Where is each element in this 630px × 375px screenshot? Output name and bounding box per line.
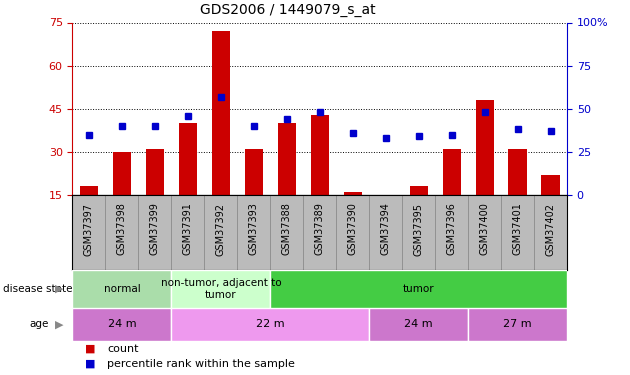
Text: 24 m: 24 m [404,320,433,329]
Text: ■: ■ [85,344,96,354]
Bar [278,123,296,195]
Bar [501,195,534,270]
Text: GSM37395: GSM37395 [414,202,423,255]
Text: GSM37399: GSM37399 [150,202,160,255]
Bar [238,195,270,270]
Bar [270,270,567,308]
Text: non-tumor, adjacent to
tumor: non-tumor, adjacent to tumor [161,278,281,300]
Text: disease state: disease state [3,284,72,294]
Bar [139,195,171,270]
Text: GSM37393: GSM37393 [249,202,259,255]
Text: GSM37388: GSM37388 [282,202,292,255]
Bar [72,270,171,308]
Text: 27 m: 27 m [503,320,532,329]
Text: GSM37390: GSM37390 [348,202,358,255]
Bar [476,100,494,195]
Bar [435,195,468,270]
Bar [343,192,362,195]
Bar [303,195,336,270]
Text: count: count [107,344,139,354]
Text: GSM37400: GSM37400 [479,202,490,255]
Text: normal: normal [103,284,140,294]
Text: 24 m: 24 m [108,320,136,329]
Bar [468,195,501,270]
Bar [534,195,567,270]
Text: GSM37396: GSM37396 [447,202,457,255]
Text: age: age [29,320,49,329]
Text: percentile rank within the sample: percentile rank within the sample [107,359,295,369]
Bar [113,152,131,195]
Bar [270,195,303,270]
Bar [442,149,461,195]
Bar [244,149,263,195]
Text: GSM37402: GSM37402 [546,202,556,255]
Bar [468,308,567,341]
Bar [204,195,238,270]
Bar [171,270,270,308]
Bar [105,195,139,270]
Bar [72,195,105,270]
Bar [369,195,402,270]
Text: GSM37401: GSM37401 [513,202,522,255]
Text: GSM37391: GSM37391 [183,202,193,255]
Text: ▶: ▶ [55,284,63,294]
Bar [508,149,527,195]
Text: GSM37392: GSM37392 [216,202,226,255]
Bar [80,186,98,195]
Bar [179,123,197,195]
Text: GSM37397: GSM37397 [84,202,94,255]
Bar [541,175,559,195]
Text: 22 m: 22 m [256,320,285,329]
Bar [146,149,164,195]
Text: GDS2006 / 1449079_s_at: GDS2006 / 1449079_s_at [200,3,376,17]
Bar [410,186,428,195]
Text: GSM37394: GSM37394 [381,202,391,255]
Bar [336,195,369,270]
Text: ▶: ▶ [55,320,63,329]
Bar [402,195,435,270]
Bar [311,114,329,195]
Bar [369,308,468,341]
Bar [171,195,204,270]
Text: ■: ■ [85,359,96,369]
Text: tumor: tumor [403,284,435,294]
Text: GSM37389: GSM37389 [315,202,324,255]
Bar [212,31,230,195]
Bar [171,308,369,341]
Bar [72,308,171,341]
Text: GSM37398: GSM37398 [117,202,127,255]
